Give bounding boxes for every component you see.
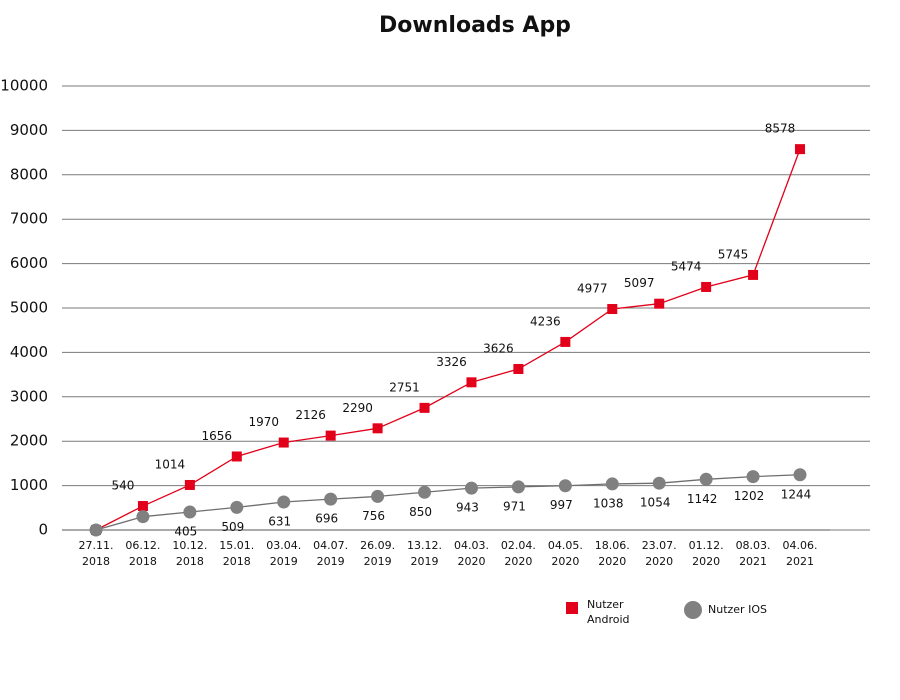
- data-label: 1014: [155, 457, 186, 471]
- x-tick-label: 04.07. 2019: [313, 539, 349, 568]
- data-label: 1656: [202, 429, 233, 443]
- data-label: 1202: [734, 489, 765, 503]
- x-tick-label: 13.12. 2019: [407, 539, 443, 568]
- series-line: [95, 148, 801, 531]
- data-label: 631: [268, 514, 291, 528]
- data-label: 696: [315, 512, 338, 526]
- x-tick-label: 04.03. 2020: [453, 539, 489, 568]
- marker: [701, 281, 712, 292]
- data-label: 2126: [295, 408, 326, 422]
- data-label: 5474: [671, 259, 702, 273]
- data-label: 1244: [781, 487, 812, 501]
- data-label: 405: [174, 525, 197, 539]
- marker: [795, 144, 805, 155]
- series-line: [95, 474, 801, 531]
- legend-label: Nutzer IOS: [708, 603, 767, 616]
- data-label: 1142: [687, 492, 718, 506]
- y-tick-label: 5000: [10, 299, 48, 317]
- x-tick-label: 10.12. 2018: [172, 539, 208, 568]
- x-tick-label: 26.09. 2019: [360, 539, 396, 568]
- data-label: 756: [362, 509, 385, 523]
- data-label: 4977: [577, 282, 608, 296]
- marker: [746, 470, 760, 484]
- data-label: 2751: [389, 380, 420, 394]
- marker: [418, 485, 432, 499]
- data-label: 3326: [436, 355, 467, 369]
- marker: [184, 479, 195, 490]
- x-tick-label: 04.06. 2021: [782, 539, 818, 568]
- marker: [183, 505, 197, 519]
- y-tick-label: 1000: [10, 476, 48, 494]
- marker: [372, 423, 383, 434]
- x-tick-label: 01.12. 2020: [688, 539, 724, 568]
- marker: [136, 510, 150, 524]
- data-label: 850: [409, 505, 432, 519]
- data-label: 1054: [640, 496, 671, 510]
- x-tick-label: 03.04. 2019: [266, 539, 302, 568]
- marker: [748, 269, 759, 280]
- y-tick-label: 8000: [10, 165, 48, 183]
- marker: [607, 304, 618, 315]
- data-label: 4236: [530, 314, 561, 328]
- x-tick-label: 08.03. 2021: [735, 539, 771, 568]
- marker: [511, 480, 525, 494]
- marker: [466, 377, 477, 388]
- marker: [652, 476, 666, 490]
- y-tick-label: 4000: [10, 343, 48, 361]
- data-label: 1038: [593, 496, 624, 510]
- marker: [558, 479, 572, 493]
- data-label: 8578: [765, 122, 796, 136]
- x-tick-label: 23.07. 2020: [641, 539, 677, 568]
- x-tick-label: 18.06. 2020: [594, 539, 630, 568]
- x-tick-label: 15.01. 2018: [219, 539, 255, 568]
- y-tick-label: 6000: [10, 254, 48, 272]
- y-tick-label: 9000: [10, 121, 48, 139]
- data-label: 509: [221, 520, 244, 534]
- marker: [231, 451, 242, 462]
- marker: [325, 430, 336, 441]
- marker: [699, 472, 713, 486]
- data-label: 2290: [342, 401, 373, 415]
- data-label: 1970: [248, 415, 279, 429]
- data-label: 5097: [624, 276, 655, 290]
- marker: [277, 495, 291, 509]
- marker: [793, 468, 807, 482]
- marker: [324, 492, 338, 506]
- marker: [419, 402, 430, 413]
- chart-title: Downloads App: [379, 13, 571, 38]
- y-tick-label: 7000: [10, 210, 48, 228]
- data-label: 540: [111, 479, 134, 493]
- marker: [464, 481, 478, 495]
- data-label: 997: [550, 498, 573, 512]
- y-tick-label: 3000: [10, 387, 48, 405]
- legend-marker: [684, 601, 702, 619]
- data-label: 3626: [483, 342, 514, 356]
- x-tick-label: 04.05. 2020: [547, 539, 583, 568]
- y-tick-label: 10000: [0, 77, 48, 95]
- marker: [371, 489, 385, 503]
- marker: [278, 437, 289, 448]
- data-label: 5745: [718, 247, 749, 261]
- x-tick-label: 02.04. 2020: [500, 539, 536, 568]
- x-tick-label: 27.11. 2018: [78, 539, 114, 568]
- x-tick-label: 06.12. 2018: [125, 539, 161, 568]
- marker: [654, 298, 665, 309]
- marker: [605, 477, 619, 491]
- legend-label: Nutzer Android: [587, 598, 630, 626]
- y-tick-label: 0: [38, 521, 48, 539]
- y-tick-label: 2000: [10, 432, 48, 450]
- marker: [230, 500, 244, 514]
- legend-marker: [566, 602, 578, 614]
- data-label: 971: [503, 499, 526, 513]
- data-label: 943: [456, 501, 479, 515]
- marker: [89, 523, 103, 537]
- marker: [137, 501, 148, 512]
- marker: [560, 336, 571, 347]
- marker: [513, 364, 524, 375]
